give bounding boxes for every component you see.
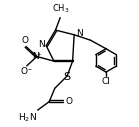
Text: S: S xyxy=(63,72,70,82)
Text: O: O xyxy=(22,36,29,45)
Text: Cl: Cl xyxy=(102,77,111,86)
Text: O: O xyxy=(21,67,28,76)
Text: $^-$: $^-$ xyxy=(26,67,33,73)
Text: N: N xyxy=(76,29,83,38)
Text: +: + xyxy=(36,52,41,57)
Text: N: N xyxy=(32,52,38,61)
Text: N: N xyxy=(38,40,45,49)
Text: H$_2$N: H$_2$N xyxy=(18,112,37,124)
Text: O: O xyxy=(65,97,72,106)
Text: CH$_3$: CH$_3$ xyxy=(52,3,70,15)
